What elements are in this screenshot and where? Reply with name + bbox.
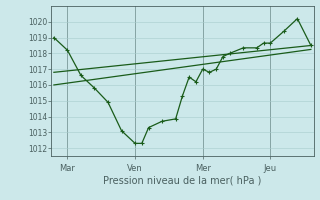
X-axis label: Pression niveau de la mer( hPa ): Pression niveau de la mer( hPa ) (103, 175, 261, 185)
